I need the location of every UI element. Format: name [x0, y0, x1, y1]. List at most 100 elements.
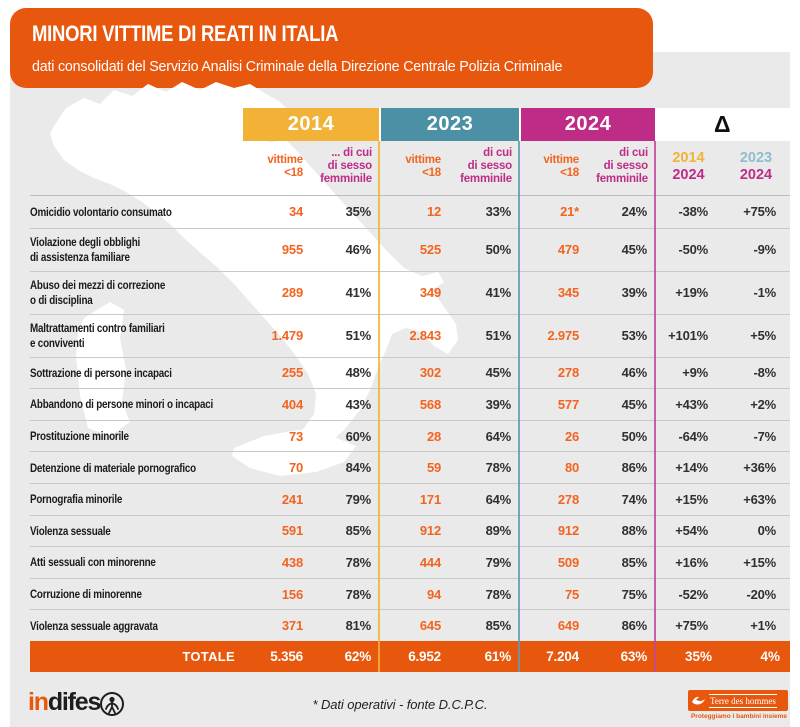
cell-victims-2014: 371 — [281, 618, 303, 634]
cell-female-2023: 79% — [485, 554, 512, 570]
cell-female-2023: 64% — [485, 428, 512, 444]
subheader-spacer — [30, 141, 243, 195]
cell-victims-2014: 1.479 — [271, 328, 303, 344]
row-label: Atti sessuali con minorenne — [30, 555, 156, 570]
cell-female-2023: 41% — [485, 285, 512, 301]
cell-delta-2014-2024: -64% — [678, 428, 708, 444]
cell-female-2023: 33% — [485, 204, 512, 220]
cell-victims-2023: 568 — [419, 396, 441, 412]
cell-female-2023: 51% — [485, 328, 512, 344]
subheader-female-2023: di cui di sesso femminile — [460, 147, 512, 185]
cell-female-2024: 46% — [621, 365, 648, 381]
year-header-2024: 2024 — [519, 108, 655, 141]
table-row: Abbandono di persone minori o incapaci 40… — [30, 388, 790, 420]
bird-icon — [692, 696, 705, 705]
table-row: Maltrattamenti contro familiari e conviv… — [30, 313, 790, 357]
row-label: Abuso dei mezzi di correzione o di disci… — [30, 278, 166, 307]
delta-symbol: Δ — [713, 111, 732, 137]
row-label: Violenza sessuale aggravata — [30, 618, 158, 633]
table-row: Abuso dei mezzi di correzione o di disci… — [30, 270, 790, 314]
table-row: Violenza sessuale aggravata 371 81% 645 85% 6… — [30, 609, 790, 641]
row-label: Pornografia minorile — [30, 492, 123, 507]
cell-victims-2024: 80 — [564, 460, 579, 476]
cell-victims-2014: 34 — [288, 204, 303, 220]
cell-victims-2024: 26 — [564, 428, 579, 444]
subheader-female-2014: ... di cui di sesso femminile — [320, 147, 372, 185]
footnote: * Dati operativi - fonte D.C.P.C. — [312, 697, 488, 712]
row-label: Omicidio volontario consumato — [30, 204, 172, 219]
cell-victims-2024: 21* — [560, 204, 579, 220]
cell-female-2023: 78% — [485, 586, 512, 602]
cell-victims-2023: 645 — [419, 618, 441, 634]
cell-female-2023: 50% — [485, 242, 512, 258]
cell-female-2023: 64% — [485, 491, 512, 507]
cell-victims-2024: 75 — [564, 586, 579, 602]
cell-victims-2023: 302 — [419, 365, 441, 381]
cell-delta-2023-2024: +63% — [743, 491, 776, 507]
cell-female-2023: 39% — [485, 396, 512, 412]
cell-female-2024: 86% — [621, 618, 648, 634]
indifesa-logo-in: in — [28, 687, 49, 716]
cell-victims-2014: 255 — [281, 365, 303, 381]
row-label: Sottrazione di persone incapaci — [30, 365, 172, 380]
total-label: TOTALE — [182, 649, 235, 665]
cell-delta-2014-2024: +101% — [668, 328, 708, 344]
cell-victims-2024: 479 — [557, 242, 579, 258]
year-header-2014: 2014 — [243, 108, 379, 141]
cell-female-2023: 85% — [485, 618, 512, 634]
cell-female-2014: 51% — [345, 328, 372, 344]
cell-female-2024: 86% — [621, 460, 648, 476]
cell-delta-2023-2024: +75% — [743, 204, 776, 220]
cell-victims-2023: 525 — [419, 242, 441, 258]
subheader-victims-2024: vittime <18 — [543, 154, 579, 180]
total-victims-2014: 5.356 — [270, 649, 303, 665]
subheader-victims-2023: vittime <18 — [405, 154, 441, 180]
total-victims-2023: 6.952 — [408, 649, 441, 665]
total-victims-2024: 7.204 — [546, 649, 579, 665]
cell-victims-2023: 171 — [419, 491, 441, 507]
indifesa-logo-difes: difes — [47, 687, 102, 716]
cell-victims-2014: 241 — [281, 491, 303, 507]
cell-female-2024: 88% — [621, 523, 648, 539]
indifesa-girl-emblem-icon — [100, 692, 125, 716]
cell-delta-2014-2024: -50% — [678, 242, 708, 258]
subheader-victims-2014: vittime <18 — [267, 154, 303, 180]
cell-victims-2023: 28 — [426, 428, 441, 444]
total-row: TOTALE 5.356 62% 6.952 61% 7.204 63% 35%… — [30, 640, 790, 673]
cell-female-2024: 24% — [621, 204, 648, 220]
cell-victims-2014: 289 — [281, 285, 303, 301]
subheader-delta-2014-2024: 2014 2024 — [672, 150, 705, 184]
terre-des-hommes-box: Terre des hommes — [688, 690, 788, 711]
cell-victims-2023: 444 — [419, 554, 441, 570]
cell-delta-2023-2024: -1% — [753, 285, 776, 301]
table-row: Sottrazione di persone incapaci 255 48% 302… — [30, 356, 790, 389]
cell-victims-2024: 278 — [557, 491, 579, 507]
cell-female-2024: 85% — [621, 554, 648, 570]
cell-female-2023: 78% — [485, 460, 512, 476]
row-label: Detenzione di materiale pornografico — [30, 460, 196, 475]
total-female-2023: 61% — [484, 649, 512, 665]
table-row: Pornografia minorile 241 79% 171 64% 278 74% +1… — [30, 482, 790, 515]
year-header-row: 2014 2023 2024 Δ — [30, 108, 790, 141]
cell-female-2024: 75% — [621, 586, 648, 602]
terre-des-hommes-name: Terre des hommes — [709, 693, 777, 708]
cell-delta-2023-2024: +36% — [743, 460, 776, 476]
total-female-2014: 62% — [344, 649, 372, 665]
table-row: Detenzione di materiale pornografico 70 84… — [30, 451, 790, 483]
cell-victims-2023: 12 — [426, 204, 441, 220]
cell-female-2014: 43% — [345, 396, 372, 412]
cell-delta-2023-2024: +15% — [743, 554, 776, 570]
cell-victims-2014: 70 — [288, 460, 303, 476]
delta-header: Δ — [655, 108, 790, 141]
cell-delta-2014-2024: -52% — [678, 586, 708, 602]
table-rows: Omicidio volontario consumato 34 35% 12 33% 2… — [30, 196, 790, 641]
cell-victims-2023: 59 — [426, 460, 441, 476]
terre-des-hommes-logo: Terre des hommes Proteggiamo i bambini i… — [688, 690, 790, 720]
cell-victims-2014: 438 — [281, 554, 303, 570]
page-subtitle: dati consolidati del Servizio Analisi Cr… — [32, 58, 563, 75]
cell-delta-2014-2024: -38% — [678, 204, 708, 220]
cell-delta-2014-2024: +54% — [675, 523, 708, 539]
cell-female-2014: 78% — [345, 554, 372, 570]
cell-victims-2024: 2.975 — [547, 328, 579, 344]
